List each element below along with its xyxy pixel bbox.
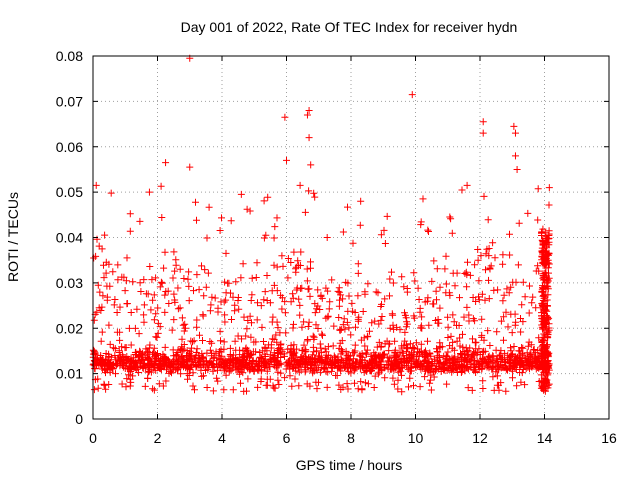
scatter-point — [186, 163, 194, 171]
x-tick-label: 16 — [601, 430, 617, 446]
scatter-point — [303, 111, 311, 119]
scatter-point — [92, 181, 100, 189]
y-tick-label: 0.01 — [56, 366, 83, 382]
x-tick-label: 10 — [408, 430, 424, 446]
grid-lines — [93, 56, 609, 419]
scatter-point — [145, 188, 153, 196]
scatter-point — [545, 184, 553, 192]
data-points — [89, 54, 553, 396]
x-tick-label: 0 — [89, 430, 97, 446]
y-tick-label: 0.08 — [56, 48, 83, 64]
scatter-point — [162, 159, 170, 167]
scatter-point — [237, 190, 245, 198]
x-tick-label: 4 — [218, 430, 226, 446]
x-tick-label: 14 — [537, 430, 553, 446]
scatter-point — [479, 118, 487, 126]
y-tick-label: 0.07 — [56, 93, 83, 109]
x-tick-label: 2 — [154, 430, 162, 446]
scatter-point-cloud — [89, 181, 553, 396]
scatter-point — [408, 91, 416, 99]
x-axis-label: GPS time / hours — [296, 457, 403, 473]
scatter-point — [305, 134, 313, 142]
scatter-point — [357, 197, 365, 205]
y-tick-label: 0.02 — [56, 320, 83, 336]
scatter-point — [307, 161, 315, 169]
x-tick-label: 6 — [283, 430, 291, 446]
y-tick-label: 0 — [75, 411, 83, 427]
axis-ticks: 0 2 4 6 8 10 12 14 16 0 0.01 0.02 0.03 0.04 0.05 0.06 0.… — [56, 48, 617, 446]
scatter-point — [305, 106, 313, 114]
y-axis-label: ROTI / TECUs — [5, 192, 21, 282]
scatter-point — [511, 129, 519, 137]
y-tick-label: 0.06 — [56, 139, 83, 155]
scatter-point — [463, 181, 471, 189]
scatter-point — [479, 129, 487, 137]
y-tick-label: 0.05 — [56, 184, 83, 200]
chart-title: Day 001 of 2022, Rate Of TEC Index for r… — [181, 19, 518, 35]
scatter-point — [281, 113, 289, 121]
scatter-point — [513, 165, 521, 173]
x-tick-label: 12 — [472, 430, 488, 446]
y-tick-label: 0.03 — [56, 275, 83, 291]
x-tick-label: 8 — [347, 430, 355, 446]
scatter-point — [510, 122, 518, 130]
y-tick-label: 0.04 — [56, 230, 83, 246]
scatter-point — [283, 156, 290, 164]
scatter-point — [511, 152, 519, 160]
